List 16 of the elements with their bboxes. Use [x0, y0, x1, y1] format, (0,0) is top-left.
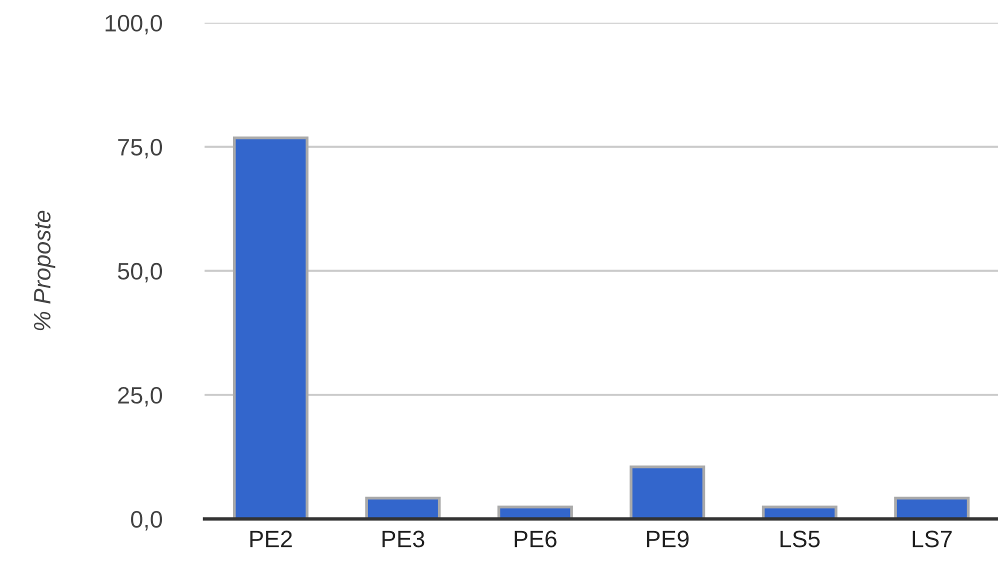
- bar: [894, 496, 970, 519]
- bar: [232, 136, 308, 519]
- y-tick-label: 25,0: [118, 386, 162, 406]
- x-tick-label: PE9: [647, 530, 689, 548]
- y-axis-title: % Proposte: [34, 210, 56, 330]
- x-tick-label: LS5: [780, 530, 820, 548]
- bar: [365, 496, 441, 519]
- y-tick-label: 50,0: [118, 262, 162, 282]
- y-tick-label: 0,0: [131, 510, 162, 531]
- bar: [630, 465, 706, 519]
- x-tick-label: PE3: [382, 530, 424, 548]
- x-tick-label: PE2: [250, 530, 292, 548]
- x-tick-label: PE6: [514, 530, 556, 548]
- y-tick-label: 75,0: [118, 138, 162, 158]
- y-tick-label: 100,0: [106, 14, 162, 34]
- x-tick-label: LS7: [912, 530, 952, 548]
